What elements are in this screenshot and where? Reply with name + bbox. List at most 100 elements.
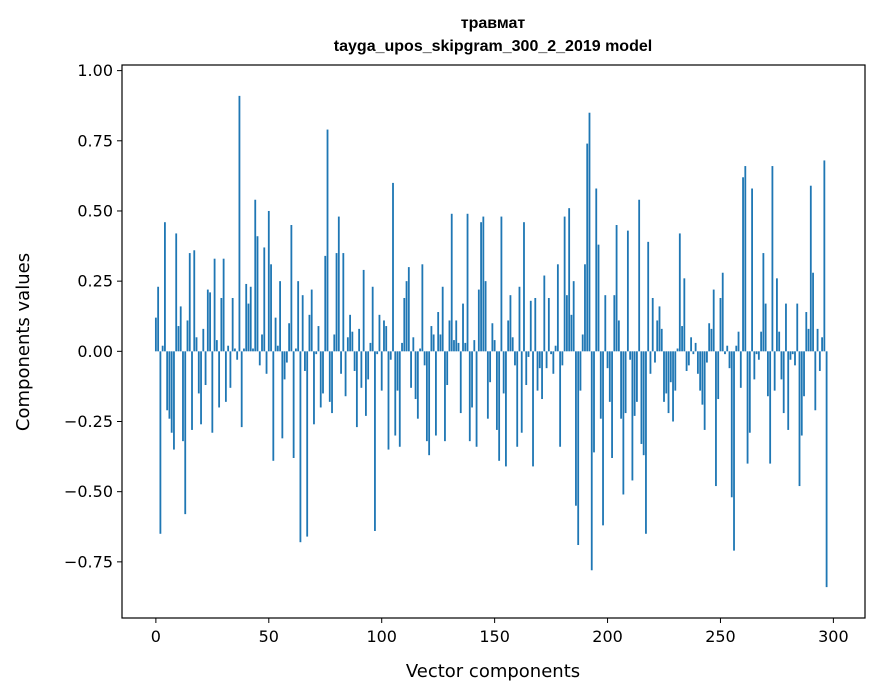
- bar: [279, 281, 281, 352]
- bar: [527, 351, 530, 357]
- bar: [794, 351, 796, 366]
- bar: [629, 351, 632, 360]
- x-tick-label: 0: [151, 627, 161, 646]
- bar: [245, 283, 248, 352]
- bar: [681, 326, 683, 352]
- bar: [579, 351, 582, 391]
- bar: [676, 348, 679, 352]
- bar: [667, 351, 670, 414]
- chart-subtitle: tayga_upos_skipgram_300_2_2019 model: [334, 38, 652, 55]
- bar: [310, 289, 313, 352]
- bar: [556, 264, 559, 352]
- bar: [432, 334, 435, 352]
- bar: [617, 320, 620, 352]
- bar: [525, 351, 528, 386]
- bar: [507, 320, 510, 352]
- bar: [622, 351, 625, 495]
- bar: [410, 351, 412, 388]
- bar: [685, 351, 688, 371]
- bar: [299, 351, 302, 543]
- bar: [823, 160, 826, 352]
- bar: [294, 348, 297, 352]
- bar: [403, 297, 406, 352]
- bar: [448, 320, 451, 352]
- bar: [755, 351, 758, 355]
- bar: [306, 351, 309, 537]
- bar: [633, 351, 636, 416]
- bar: [825, 351, 828, 588]
- bar: [717, 351, 720, 400]
- bar: [647, 241, 650, 352]
- bar: [423, 351, 426, 366]
- bar: [401, 342, 403, 352]
- bar: [638, 199, 641, 352]
- bar: [484, 281, 487, 352]
- bar: [166, 351, 169, 411]
- bar: [374, 351, 376, 531]
- bar: [450, 213, 453, 352]
- bar: [654, 351, 656, 363]
- bar: [791, 351, 794, 355]
- bar: [568, 208, 571, 352]
- bar: [581, 334, 584, 352]
- bar: [590, 351, 593, 571]
- bar: [796, 303, 799, 352]
- bar: [227, 345, 230, 352]
- y-axis: −0.75 −0.50 −0.25 0.00 0.25 0.50 0.75 1.00: [64, 61, 122, 571]
- bar: [317, 326, 320, 352]
- bar: [692, 351, 695, 355]
- bar: [577, 351, 580, 546]
- bar: [154, 317, 157, 352]
- bar: [563, 216, 566, 352]
- x-axis-label: Vector components: [406, 661, 580, 682]
- bar: [789, 351, 792, 360]
- bar: [224, 351, 227, 402]
- bar: [735, 345, 738, 352]
- bar: [247, 303, 250, 352]
- bar: [342, 253, 345, 352]
- bar: [570, 314, 573, 352]
- bar: [787, 351, 790, 430]
- bar: [547, 297, 550, 352]
- bar: [715, 351, 717, 487]
- bar: [663, 351, 665, 402]
- bar: [383, 320, 385, 352]
- bar: [561, 351, 564, 366]
- bar: [371, 286, 374, 352]
- bar: [529, 300, 532, 352]
- bar: [392, 182, 394, 352]
- bar: [482, 216, 485, 352]
- bar: [446, 351, 449, 386]
- bar: [213, 258, 216, 352]
- bar: [766, 351, 769, 397]
- bar: [240, 351, 243, 428]
- bar: [809, 185, 812, 352]
- bar: [595, 188, 598, 352]
- bar: [186, 320, 189, 352]
- bar: [168, 351, 171, 419]
- bar: [398, 351, 401, 447]
- bar: [346, 337, 349, 352]
- bar: [742, 177, 744, 352]
- bar: [457, 342, 460, 352]
- bar: [258, 351, 261, 366]
- bar: [285, 351, 288, 363]
- bar: [272, 351, 275, 461]
- bar: [355, 351, 358, 428]
- bar: [683, 278, 686, 352]
- bar: [708, 323, 711, 352]
- bar: [412, 337, 415, 352]
- bar: [337, 216, 340, 352]
- bar: [340, 351, 342, 374]
- y-tick-label: 0.75: [77, 131, 113, 150]
- bar: [764, 303, 767, 352]
- bar: [818, 351, 821, 371]
- bar: [586, 143, 589, 352]
- x-tick-label: 50: [259, 627, 279, 646]
- bar: [319, 351, 322, 408]
- bar: [511, 337, 514, 352]
- bar: [396, 351, 399, 391]
- bar: [565, 295, 568, 352]
- chart-title: травмат: [461, 15, 526, 32]
